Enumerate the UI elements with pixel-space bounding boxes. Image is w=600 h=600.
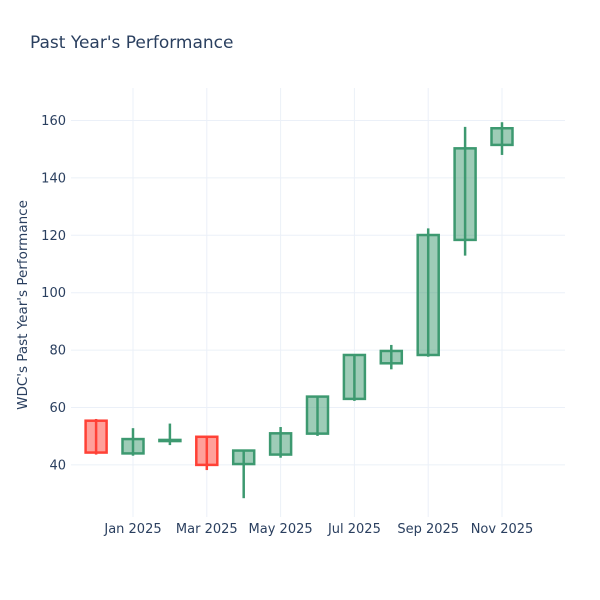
x-tick-label: Jan 2025 xyxy=(103,522,161,537)
candle-body xyxy=(195,435,219,467)
y-tick-label: 100 xyxy=(41,286,66,301)
candle-body xyxy=(158,438,182,443)
candle-body xyxy=(416,233,440,357)
candle-body xyxy=(379,349,404,365)
x-tick-label: Jul 2025 xyxy=(327,522,381,537)
candle-body xyxy=(342,353,367,401)
candle-body xyxy=(268,432,293,456)
candle-body xyxy=(305,395,330,435)
chart-title: Past Year's Performance xyxy=(30,33,234,53)
y-tick-label: 120 xyxy=(41,229,66,244)
candle-body xyxy=(121,437,145,455)
candle-body xyxy=(453,147,477,242)
candle-body xyxy=(490,126,514,147)
y-tick-label: 160 xyxy=(41,114,66,129)
y-tick-label: 60 xyxy=(49,401,66,416)
x-tick-label: May 2025 xyxy=(249,522,313,537)
y-tick-label: 40 xyxy=(49,458,66,473)
x-tick-label: Nov 2025 xyxy=(471,522,534,537)
x-tick-label: Sep 2025 xyxy=(397,522,459,537)
y-tick-label: 80 xyxy=(49,344,66,359)
x-tick-label: Mar 2025 xyxy=(176,522,238,537)
y-tick-label: 140 xyxy=(41,171,66,186)
candle-body xyxy=(231,449,256,466)
candle-body xyxy=(84,419,108,454)
